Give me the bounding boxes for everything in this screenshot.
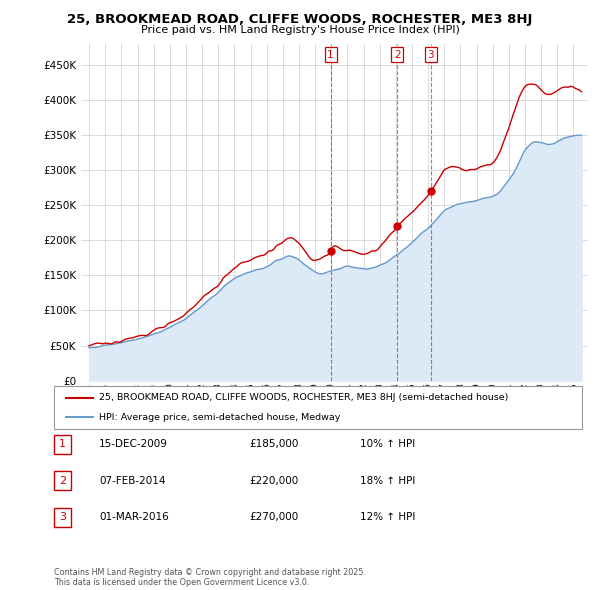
Text: Price paid vs. HM Land Registry's House Price Index (HPI): Price paid vs. HM Land Registry's House … bbox=[140, 25, 460, 35]
Text: Contains HM Land Registry data © Crown copyright and database right 2025.
This d: Contains HM Land Registry data © Crown c… bbox=[54, 568, 366, 587]
Text: 2: 2 bbox=[394, 50, 401, 60]
Text: 01-MAR-2016: 01-MAR-2016 bbox=[99, 513, 169, 522]
Text: 1: 1 bbox=[59, 440, 66, 449]
Text: 3: 3 bbox=[428, 50, 434, 60]
Text: 12% ↑ HPI: 12% ↑ HPI bbox=[360, 513, 415, 522]
Text: 25, BROOKMEAD ROAD, CLIFFE WOODS, ROCHESTER, ME3 8HJ (semi-detached house): 25, BROOKMEAD ROAD, CLIFFE WOODS, ROCHES… bbox=[99, 394, 508, 402]
Text: 25, BROOKMEAD ROAD, CLIFFE WOODS, ROCHESTER, ME3 8HJ: 25, BROOKMEAD ROAD, CLIFFE WOODS, ROCHES… bbox=[67, 13, 533, 26]
Text: HPI: Average price, semi-detached house, Medway: HPI: Average price, semi-detached house,… bbox=[99, 413, 340, 422]
Text: £220,000: £220,000 bbox=[249, 476, 298, 486]
Text: 2: 2 bbox=[59, 476, 66, 486]
Text: £270,000: £270,000 bbox=[249, 513, 298, 522]
Text: 1: 1 bbox=[328, 50, 334, 60]
Text: 18% ↑ HPI: 18% ↑ HPI bbox=[360, 476, 415, 486]
Text: £185,000: £185,000 bbox=[249, 440, 298, 449]
Text: 15-DEC-2009: 15-DEC-2009 bbox=[99, 440, 168, 449]
Text: 10% ↑ HPI: 10% ↑ HPI bbox=[360, 440, 415, 449]
Text: 07-FEB-2014: 07-FEB-2014 bbox=[99, 476, 166, 486]
Text: 3: 3 bbox=[59, 513, 66, 522]
